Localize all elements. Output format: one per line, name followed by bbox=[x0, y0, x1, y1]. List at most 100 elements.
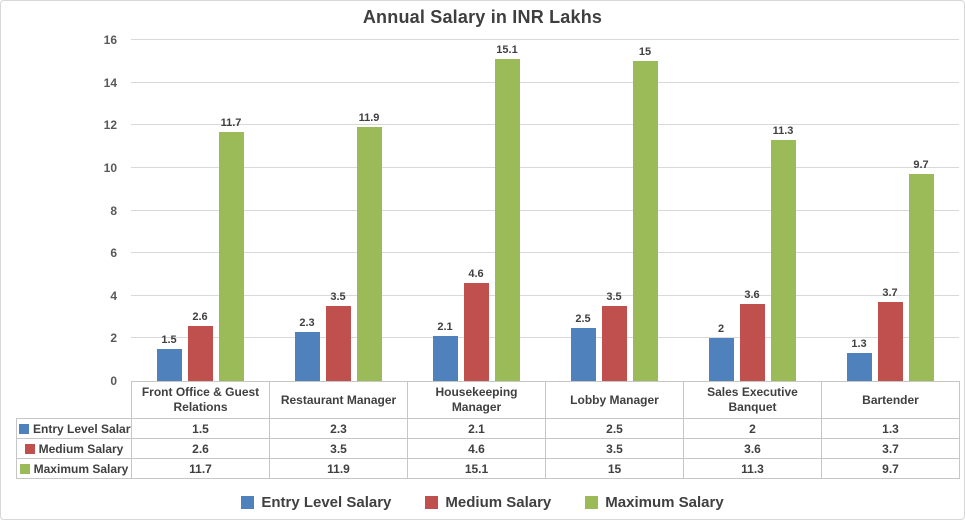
table-value-cell: 3.7 bbox=[821, 438, 960, 459]
bar bbox=[877, 302, 903, 381]
bar-slot: 15 bbox=[632, 40, 658, 381]
bar bbox=[463, 282, 489, 381]
bar bbox=[601, 306, 627, 381]
category-header-cell: Sales Executive Banquet bbox=[683, 381, 822, 419]
y-axis-tick-label: 0 bbox=[110, 374, 117, 388]
row-header-cell: Entry Level Salary bbox=[16, 418, 132, 439]
bar-value-label: 11.7 bbox=[220, 116, 242, 129]
series-swatch-icon bbox=[19, 423, 29, 434]
bar-slot: 3.5 bbox=[601, 40, 627, 381]
y-axis-tick-label: 16 bbox=[103, 33, 117, 47]
gridline bbox=[131, 294, 959, 296]
legend-item: Entry Level Salary bbox=[241, 494, 391, 511]
category-header-cell: Bartender bbox=[821, 381, 960, 419]
bar-value-label: 3.6 bbox=[744, 289, 760, 302]
category-header-cell: Lobby Manager bbox=[545, 381, 684, 419]
data-table: Front Office & Guest Relations Restaurant… bbox=[16, 381, 960, 479]
table-value-cell: 15 bbox=[545, 458, 684, 479]
bar-group: 2.3 3.5 11.9 bbox=[269, 40, 407, 381]
bar-value-label: 3.5 bbox=[330, 291, 346, 304]
table-value-cell: 3.5 bbox=[269, 438, 408, 459]
bar-slot: 11.7 bbox=[218, 40, 244, 381]
bar-slot: 2.5 bbox=[570, 40, 596, 381]
bar bbox=[325, 306, 351, 381]
row-header-cell: Maximum Salary bbox=[16, 458, 132, 479]
y-axis-tick-label: 10 bbox=[103, 160, 117, 175]
table-row: Entry Level Salary 1.5 2.3 2.1 2.5 2 1.3 bbox=[16, 418, 960, 439]
table-row: Maximum Salary 11.7 11.9 15.1 15 11.3 9.7 bbox=[16, 458, 960, 479]
bar-slot: 3.5 bbox=[325, 40, 351, 381]
bar-slot: 1.5 bbox=[156, 40, 182, 381]
bar-value-label: 4.6 bbox=[468, 267, 484, 280]
bar bbox=[632, 61, 658, 381]
bar-value-label: 3.5 bbox=[606, 291, 622, 304]
bar-slot: 15.1 bbox=[494, 40, 520, 381]
category-header-cell: Housekeeping Manager bbox=[407, 381, 546, 419]
table-value-cell: 1.3 bbox=[821, 418, 960, 439]
bar-value-label: 15.1 bbox=[496, 44, 518, 57]
table-value-cell: 2.6 bbox=[131, 438, 270, 459]
row-header-cell: Medium Salary bbox=[16, 438, 132, 459]
bar bbox=[708, 338, 734, 381]
bar bbox=[294, 331, 320, 381]
bar-slot: 2 bbox=[708, 40, 734, 381]
bar-value-label: 11.9 bbox=[358, 112, 380, 125]
y-axis-tick-label: 12 bbox=[103, 118, 117, 133]
bar bbox=[739, 304, 765, 381]
bar-value-label: 1.3 bbox=[851, 338, 867, 351]
bar-slot: 2.3 bbox=[294, 40, 320, 381]
table-value-cell: 2.5 bbox=[545, 418, 684, 439]
table-value-cell: 2.1 bbox=[407, 418, 546, 439]
series-swatch-icon bbox=[19, 463, 30, 474]
y-axis-tick-label: 8 bbox=[110, 203, 117, 218]
y-axis-tick-label: 4 bbox=[110, 288, 117, 303]
category-header-cell: Front Office & Guest Relations bbox=[131, 381, 270, 419]
table-value-cell: 9.7 bbox=[821, 458, 960, 479]
table-value-cell: 3.6 bbox=[683, 438, 822, 459]
bar-slot: 9.7 bbox=[908, 40, 934, 381]
bar-group: 1.3 3.7 9.7 bbox=[821, 40, 959, 381]
legend-item: Medium Salary bbox=[425, 494, 551, 511]
bar-value-label: 2.5 bbox=[575, 312, 591, 325]
series-swatch-icon bbox=[24, 443, 35, 454]
table-value-cell: 2 bbox=[683, 418, 822, 439]
bar-value-label: 1.5 bbox=[161, 334, 177, 347]
bar bbox=[494, 59, 520, 381]
legend-label: Entry Level Salary bbox=[261, 494, 392, 511]
bar-value-label: 9.7 bbox=[913, 159, 929, 172]
bar-slot: 2.6 bbox=[187, 40, 213, 381]
table-corner-cell bbox=[17, 382, 132, 419]
table-value-cell: 11.9 bbox=[269, 458, 408, 479]
bar-slot: 11.3 bbox=[770, 40, 796, 381]
bar-slot: 11.9 bbox=[356, 40, 382, 381]
bar bbox=[570, 327, 596, 381]
legend-label: Maximum Salary bbox=[605, 494, 724, 511]
bar-value-label: 2.1 bbox=[437, 321, 453, 334]
bar-value-label: 3.7 bbox=[882, 287, 898, 300]
gridline bbox=[131, 252, 959, 254]
table-value-cell: 15.1 bbox=[407, 458, 546, 479]
legend-label: Medium Salary bbox=[445, 494, 552, 511]
bar-value-label: 2 bbox=[717, 323, 725, 336]
bar bbox=[187, 325, 213, 381]
bar-value-label: 15 bbox=[638, 46, 652, 59]
table-value-cell: 2.3 bbox=[269, 418, 408, 439]
y-axis-tick-label: 2 bbox=[110, 331, 117, 346]
bar bbox=[356, 127, 382, 381]
y-axis-tick-label: 6 bbox=[110, 246, 117, 261]
bar-value-label: 2.3 bbox=[299, 316, 315, 329]
legend-item: Maximum Salary bbox=[585, 494, 724, 511]
plot-area: 1.5 2.6 11.7 2.3 3.5 11.9 2.1 4.6 15.1 2.5 3.5 15 2 3… bbox=[131, 39, 959, 382]
legend-swatch-icon bbox=[241, 496, 255, 509]
y-axis-tick-label: 14 bbox=[103, 75, 117, 90]
table-row: Medium Salary 2.6 3.5 4.6 3.5 3.6 3.7 bbox=[16, 438, 960, 459]
table-value-cell: 3.5 bbox=[545, 438, 684, 459]
bar-slot: 4.6 bbox=[463, 40, 489, 381]
legend-swatch-icon bbox=[425, 496, 439, 509]
table-value-cell: 11.3 bbox=[683, 458, 822, 479]
legend-swatch-icon bbox=[585, 496, 599, 509]
bar-slot: 3.7 bbox=[877, 40, 903, 381]
bar-group: 2.5 3.5 15 bbox=[545, 40, 683, 381]
bar-slot: 3.6 bbox=[739, 40, 765, 381]
